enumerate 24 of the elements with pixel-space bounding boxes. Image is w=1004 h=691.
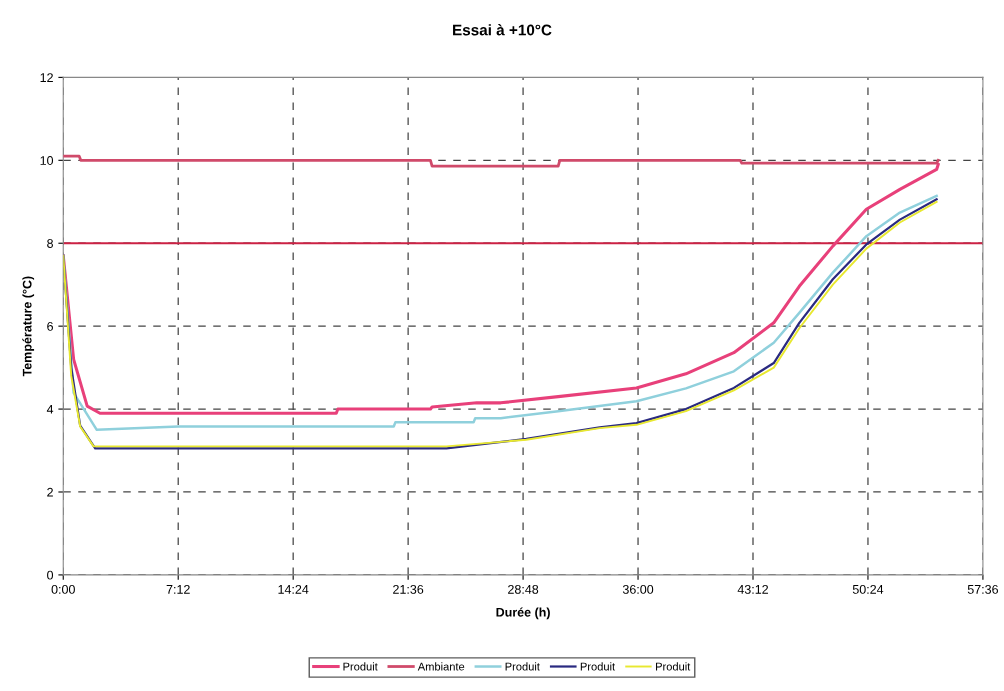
legend-label: Produit (656, 662, 691, 671)
y-tick-label: 10 (40, 156, 54, 165)
x-tick-label: 7:12 (166, 584, 190, 594)
y-tick-label: 8 (47, 239, 53, 248)
y-axis-title: Température (°C) (22, 276, 35, 377)
x-tick-label: 28:48 (508, 584, 539, 594)
y-tick-label: 2 (47, 487, 53, 497)
y-tick-label: 6 (47, 321, 53, 331)
x-tick-label: 36:00 (622, 584, 654, 594)
x-tick-label: 14:24 (278, 584, 309, 594)
x-tick-label: 57:36 (967, 584, 999, 594)
x-axis-title: Durée (h) (496, 607, 550, 620)
x-tick-label: 0:00 (51, 584, 75, 594)
legend-label: Produit (505, 662, 540, 671)
x-tick-label: 50:24 (852, 584, 884, 594)
legend-label: Produit (343, 662, 378, 671)
y-tick-label: 4 (46, 405, 54, 414)
y-tick-label: 0 (47, 570, 54, 580)
chart-title: Essai à +10°C (453, 24, 552, 36)
legend-label: Ambiante (417, 662, 465, 671)
y-tick-label: 12 (40, 73, 53, 82)
x-tick-label: 21:36 (393, 584, 424, 594)
legend-label: Produit (580, 662, 616, 671)
x-tick-label: 43:12 (737, 584, 769, 594)
